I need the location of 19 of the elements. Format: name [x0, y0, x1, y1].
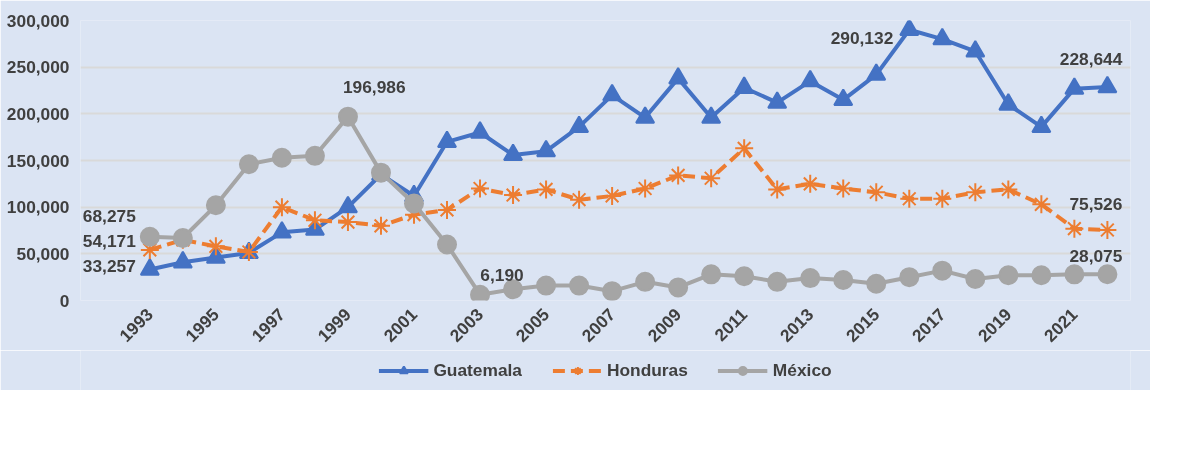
- y-tick-label: 50,000: [16, 243, 70, 264]
- annotation: 228,644: [1059, 49, 1123, 70]
- legend-label: México: [772, 359, 832, 381]
- y-tick-label: 150,000: [6, 150, 70, 171]
- y-tick-label: 200,000: [6, 103, 70, 124]
- annotation: 6,190: [480, 264, 524, 285]
- annotation: 33,257: [82, 256, 136, 277]
- annotation: 54,171: [82, 230, 137, 251]
- y-tick-label: 100,000: [6, 197, 70, 218]
- legend-label: Honduras: [606, 359, 688, 381]
- y-tick-label: 300,000: [6, 10, 70, 31]
- annotation: 75,526: [1069, 194, 1123, 215]
- annotation: 28,075: [1069, 246, 1123, 267]
- legend-label: Guatemala: [433, 359, 522, 381]
- annotation: 196,986: [342, 76, 406, 97]
- annotation: 290,132: [830, 27, 894, 48]
- annotation: 68,275: [82, 205, 137, 226]
- y-tick-label: 250,000: [6, 57, 70, 78]
- y-tick-label: 0: [59, 290, 70, 311]
